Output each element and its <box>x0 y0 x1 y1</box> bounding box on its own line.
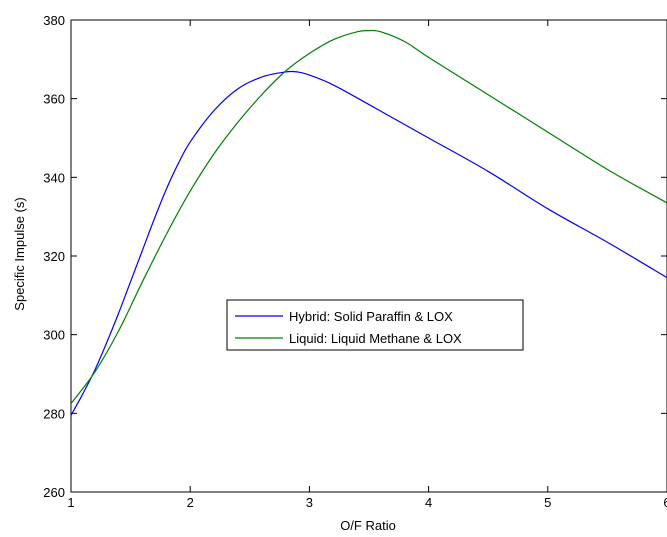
x-tick-label: 1 <box>67 495 74 510</box>
axes-box <box>70 19 667 493</box>
y-tick-label: 340 <box>43 170 65 185</box>
x-tick-label: 5 <box>544 495 551 510</box>
y-tick-label: 320 <box>43 249 65 264</box>
x-tick-label: 2 <box>187 495 194 510</box>
plot-frame <box>70 19 667 493</box>
series-line-liquid <box>70 29 667 404</box>
x-tick-label: 6 <box>663 495 667 510</box>
y-tick-label: 260 <box>43 485 65 500</box>
y-tick-label: 300 <box>43 328 65 343</box>
y-tick-label: 380 <box>43 13 65 28</box>
x-axis-title: O/F Ratio <box>340 518 396 533</box>
y-tick-label: 280 <box>43 406 65 421</box>
x-tick-label: 4 <box>425 495 432 510</box>
x-tick-label: 3 <box>306 495 313 510</box>
legend-label-liquid: Liquid: Liquid Methane & LOX <box>289 331 462 346</box>
legend-box <box>226 299 524 351</box>
y-tick-label: 360 <box>43 92 65 107</box>
series-line-hybrid <box>70 70 667 416</box>
legend-label-hybrid: Hybrid: Solid Paraffin & LOX <box>289 309 453 324</box>
series-lines <box>70 29 667 416</box>
y-axis-title: Specific Impulse (s) <box>12 197 27 310</box>
axis-ticks: 1 2 3 4 5 6 260 280 300 320 340 360 380 <box>43 13 667 510</box>
legend: Hybrid: Solid Paraffin & LOX Liquid: Liqu… <box>226 299 524 351</box>
